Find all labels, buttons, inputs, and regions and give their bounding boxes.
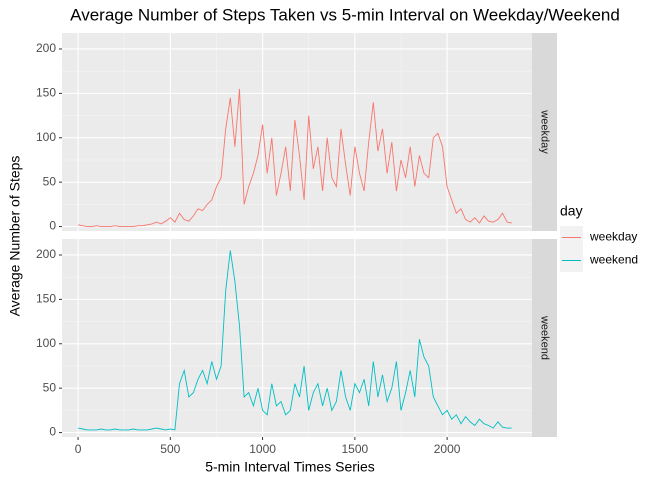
legend-label: weekday bbox=[589, 230, 637, 244]
y-tick-label: 0 bbox=[49, 219, 56, 233]
facet-strip-label: weekday bbox=[539, 109, 551, 154]
x-tick-label: 500 bbox=[160, 442, 180, 456]
facet-strip bbox=[532, 33, 557, 231]
y-tick-label: 200 bbox=[36, 247, 56, 261]
x-tick-label: 0 bbox=[75, 442, 82, 456]
x-tick-label: 2000 bbox=[434, 442, 461, 456]
y-tick-label: 150 bbox=[36, 292, 56, 306]
y-tick-label: 100 bbox=[36, 130, 56, 144]
y-tick-label: 50 bbox=[43, 380, 57, 394]
series-line bbox=[78, 88, 512, 228]
legend-label: weekend bbox=[589, 253, 638, 267]
y-tick-label: 50 bbox=[43, 174, 57, 188]
facet-strip-label: weekend bbox=[539, 315, 551, 360]
x-axis-label: 5-min Interval Times Series bbox=[205, 459, 375, 475]
facet-strip bbox=[532, 239, 557, 437]
panel-background bbox=[62, 239, 532, 437]
y-tick-label: 200 bbox=[36, 41, 56, 55]
panel-background bbox=[62, 33, 532, 231]
legend-title: day bbox=[560, 203, 583, 219]
chart-title: Average Number of Steps Taken vs 5-min I… bbox=[70, 5, 620, 24]
x-tick-label: 1000 bbox=[249, 442, 276, 456]
y-axis-label: Average Number of Steps bbox=[7, 156, 23, 317]
y-tick-label: 100 bbox=[36, 336, 56, 350]
y-tick-label: 150 bbox=[36, 86, 56, 100]
x-tick-label: 1500 bbox=[341, 442, 368, 456]
series-line bbox=[78, 250, 512, 431]
y-tick-label: 0 bbox=[49, 425, 56, 439]
